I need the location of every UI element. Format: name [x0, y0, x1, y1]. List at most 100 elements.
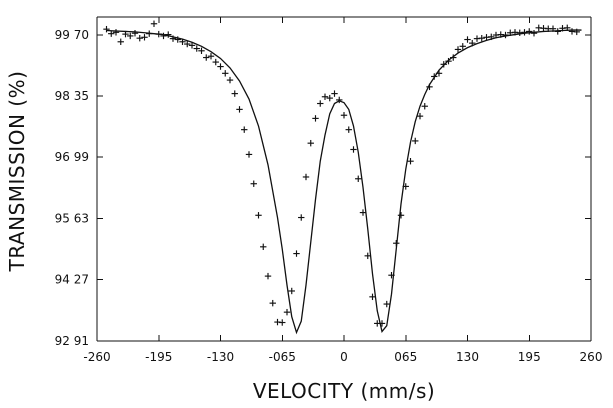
data-point	[331, 90, 338, 97]
data-point	[416, 112, 424, 120]
data-point	[179, 38, 186, 45]
data-point	[364, 252, 371, 260]
data-point	[521, 29, 528, 36]
data-point	[174, 36, 181, 43]
data-point	[336, 96, 343, 104]
x-tick-label: 130	[456, 350, 479, 364]
data-point	[369, 293, 376, 301]
data-point	[108, 30, 115, 37]
data-point	[312, 115, 319, 122]
data-point	[212, 58, 219, 66]
data-point	[402, 183, 409, 190]
data-point	[421, 103, 428, 110]
data-points-layer	[103, 20, 580, 327]
data-point	[146, 30, 153, 37]
data-point	[131, 30, 139, 37]
data-point	[217, 63, 224, 70]
fit-curve-layer	[106, 29, 582, 335]
data-point	[203, 54, 210, 61]
data-point	[431, 73, 438, 80]
data-point	[136, 34, 143, 42]
data-point	[279, 319, 286, 326]
data-point	[169, 35, 177, 42]
data-point	[350, 146, 357, 153]
data-point	[435, 70, 443, 77]
y-tick-label: 99 70	[55, 28, 89, 42]
data-point	[241, 126, 248, 133]
data-point	[207, 53, 215, 60]
data-point	[245, 151, 253, 158]
data-point	[302, 173, 310, 181]
data-point	[478, 34, 485, 42]
data-point	[407, 158, 414, 165]
x-axis-label: VELOCITY (mm/s)	[253, 379, 435, 403]
data-point	[454, 46, 462, 53]
data-point	[445, 57, 452, 65]
data-point	[160, 32, 167, 40]
x-tick-label: 260	[580, 350, 603, 364]
data-point	[355, 175, 362, 182]
data-point	[502, 31, 509, 39]
data-point	[293, 250, 300, 257]
data-point	[112, 29, 120, 36]
x-tick-label: -065	[269, 350, 296, 364]
data-point	[412, 137, 419, 145]
data-point	[554, 28, 561, 35]
data-point	[397, 212, 405, 219]
data-point	[222, 70, 229, 77]
data-point	[469, 39, 476, 47]
y-axis-ticks: 92 91 94 27 95 63 96 99 98 35 99 70	[55, 28, 591, 348]
y-axis-label: TRANSMISSION (%)	[5, 71, 29, 273]
data-point	[250, 180, 257, 187]
y-tick-label: 94 27	[55, 273, 89, 287]
data-point	[188, 42, 196, 49]
data-point	[260, 243, 267, 251]
data-point	[383, 300, 390, 308]
data-point	[359, 209, 367, 216]
data-point	[127, 32, 134, 40]
y-tick-label: 92 91	[55, 334, 89, 348]
data-point	[549, 25, 557, 32]
data-point	[184, 40, 191, 48]
x-tick-label: 0	[340, 350, 348, 364]
y-tick-label: 95 63	[55, 211, 89, 225]
data-point	[573, 28, 580, 36]
x-tick-label: -130	[207, 350, 234, 364]
data-point	[459, 43, 466, 50]
data-point	[326, 94, 333, 102]
data-point	[530, 30, 538, 37]
data-point	[426, 83, 433, 91]
data-point	[393, 240, 400, 247]
data-point	[440, 61, 447, 68]
x-tick-label: 195	[518, 350, 541, 364]
x-tick-label: -260	[83, 350, 110, 364]
data-point	[165, 31, 172, 38]
data-point	[122, 30, 129, 38]
data-point	[378, 320, 386, 327]
data-point	[564, 24, 571, 32]
data-point	[321, 93, 329, 100]
data-point	[307, 139, 314, 147]
data-point	[345, 126, 352, 133]
data-point	[288, 287, 295, 295]
data-point	[150, 20, 158, 27]
data-point	[488, 33, 495, 41]
fit-curve	[106, 29, 582, 335]
data-point	[317, 100, 324, 107]
data-point	[103, 25, 110, 33]
x-tick-label: -195	[145, 350, 172, 364]
x-axis-ticks: -260 -195 -130 -065 0 065 130 195 260	[83, 17, 602, 364]
data-point	[226, 76, 234, 84]
y-tick-label: 98 35	[55, 89, 89, 103]
data-point	[141, 34, 148, 41]
data-point	[255, 212, 262, 219]
data-point	[198, 47, 205, 54]
data-point	[264, 272, 272, 280]
y-tick-label: 96 99	[55, 150, 89, 164]
x-tick-label: 065	[394, 350, 417, 364]
data-point	[464, 36, 471, 43]
data-point	[526, 28, 533, 35]
data-point	[340, 112, 348, 119]
